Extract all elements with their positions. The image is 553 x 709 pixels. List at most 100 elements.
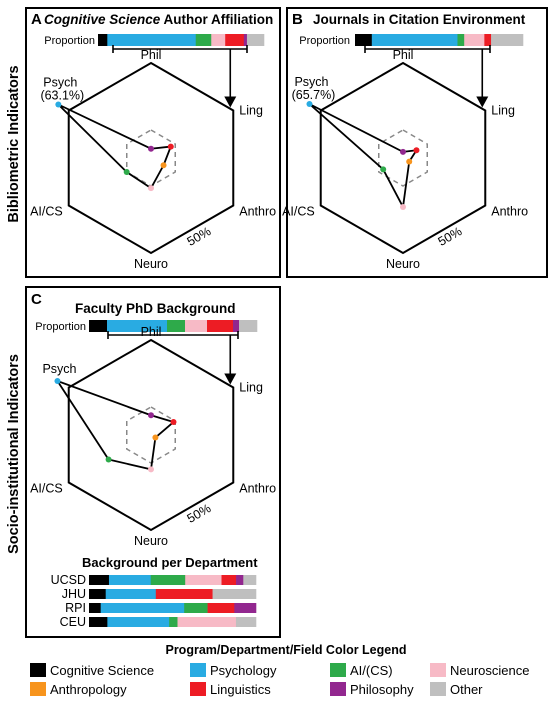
panel-c-axis-label-neuro: Neuro [134, 534, 168, 548]
panel-c-proportion-label: Proportion [35, 321, 86, 333]
panel-c-proportion-segment-psych [107, 320, 168, 332]
department-jhu-segment-ling [155, 589, 213, 599]
legend-label-neuro: Neuroscience [450, 663, 530, 678]
panel-a-proportion-segment-other [246, 34, 265, 46]
panel-b-proportion-segment-ai [457, 34, 465, 46]
panel-b-fifty-percent-label: 50% [436, 224, 465, 249]
department-ucsd-segment-neuro [185, 575, 222, 585]
panel-a-axis-label-psych: Psych [43, 76, 77, 90]
panel-a-frame [25, 7, 281, 278]
department-ucsd-segment-ling [221, 575, 237, 585]
legend-label-psych: Psychology [210, 663, 277, 678]
department-ceu-segment-psych [107, 617, 170, 627]
panel-a-point-anthro [160, 162, 167, 169]
panel-c-proportion-segment-other [239, 320, 258, 332]
department-rpi-segment-cogsci [89, 603, 101, 613]
panel-b-arrow-head [476, 96, 489, 108]
panel-c-point-anthro [152, 434, 159, 441]
panel-a-proportion-label: Proportion [44, 35, 95, 47]
legend-label-other: Other [450, 682, 483, 697]
side-label-bibliometric: Bibliometric Indicators [6, 65, 22, 222]
legend-label-anthro: Anthropology [50, 682, 127, 697]
panel-a-axis-label-anthro: Anthro [239, 205, 276, 219]
panel-b-title: Journals in Citation Environment [313, 12, 526, 27]
panel-b-proportion-segment-neuro [464, 34, 485, 46]
panel-a-title: Cognitive Science Author Affiliation [44, 12, 273, 27]
panel-c-title: Faculty PhD Background [75, 301, 236, 316]
panel-a-arrow-head [224, 96, 237, 108]
panel-b-proportion-segment-other [491, 34, 524, 46]
department-rpi-segment-psych [100, 603, 185, 613]
department-ucsd-segment-other [243, 575, 257, 585]
panel-b-axis-label-psych: Psych [294, 75, 328, 89]
panel-c-bracket [107, 331, 239, 339]
panel-c-point-neuro [148, 466, 154, 473]
department-jhu-segment-psych [105, 589, 157, 599]
panel-b-proportion-segment-ling [484, 34, 492, 46]
department-ceu-segment-ai [169, 617, 178, 627]
panel-c-proportion-segment-cogsci [89, 320, 108, 332]
legend-swatch-psych [190, 663, 206, 677]
legend-swatch-ling [190, 682, 206, 696]
panel-a: A Cognitive Science Author Affiliation P… [30, 11, 276, 271]
panel-a-proportion-segment-neuro [211, 34, 226, 46]
panel-a-proportion-segment-cogsci [98, 34, 108, 46]
panel-b-point-anthro [406, 158, 413, 165]
legend-title: Program/Department/Field Color Legend [165, 643, 406, 657]
panel-a-proportion-segment-ling [225, 34, 245, 46]
panel-b-point-ling [413, 147, 420, 154]
panel-c-point-ling [170, 419, 177, 426]
panel-b-point-psych [306, 101, 313, 107]
panel-b-axis-label-ling: Ling [491, 104, 515, 118]
panel-b: B Journals in Citation Environment Propo… [282, 11, 528, 271]
legend-swatch-other [430, 682, 446, 696]
department-ceu-segment-neuro [177, 617, 237, 627]
panel-a-point-neuro [148, 185, 154, 192]
panel-a-axis-label-ai-cs: AI/CS [30, 205, 63, 219]
panel-b-radar-series [308, 103, 418, 208]
legend-swatch-anthro [30, 682, 46, 696]
panel-b-point-phil [400, 148, 406, 155]
panel-c-axis-label-psych: Psych [42, 362, 76, 376]
panel-a-axis-label-neuro: Neuro [134, 257, 168, 271]
legend-swatch-neuro [430, 663, 446, 677]
panel-c-arrow-head [224, 373, 237, 385]
department-ucsd-segment-cogsci [89, 575, 110, 585]
panel-c-point-ai-cs [105, 456, 112, 463]
panel-c-proportion-segment-ling [207, 320, 234, 332]
legend-swatch-ai [330, 663, 346, 677]
department-label-ucsd: UCSD [51, 573, 86, 587]
department-rpi-segment-ling [207, 603, 235, 613]
department-title: Background per Department [82, 555, 258, 570]
panel-c-axis-label-anthro: Anthro [239, 482, 276, 496]
panel-a-point-phil [148, 145, 154, 152]
panel-c-radar-series [56, 380, 175, 471]
department-ucsd-segment-psych [108, 575, 152, 585]
panel-c-axis-label-phil: Phil [141, 325, 162, 339]
panel-c-proportion-segment-phil [233, 320, 240, 332]
panel-b-proportion-label: Proportion [299, 35, 350, 47]
legend-label-ling: Linguistics [210, 682, 271, 697]
panel-a-radar-grid [67, 61, 235, 255]
panel-c-letter: C [31, 291, 42, 308]
panel-b-radar-inner-grid [378, 129, 428, 187]
department-rpi-segment-phil [234, 603, 257, 613]
panel-a-proportion-segment-phil [243, 34, 248, 46]
department-jhu-segment-cogsci [89, 589, 106, 599]
panel-b-axis-label-anthro: Anthro [491, 205, 528, 219]
department-ceu-segment-cogsci [89, 617, 108, 627]
legend-label-phil: Philosophy [350, 682, 414, 697]
department-label-ceu: CEU [60, 615, 86, 629]
panel-c-frame [25, 286, 281, 638]
department-jhu-segment-other [212, 589, 257, 599]
department-ceu-segment-other [235, 617, 257, 627]
department-ucsd-segment-phil [236, 575, 244, 585]
panel-c-point-psych [54, 378, 61, 384]
panel-c-point-phil [148, 412, 154, 419]
panel-b-point-neuro [400, 203, 406, 210]
panel-b-radar-grid [319, 61, 487, 255]
color-legend: Program/Department/Field Color Legend Co… [30, 643, 530, 697]
panel-a-fifty-percent-label: 50% [185, 224, 214, 249]
